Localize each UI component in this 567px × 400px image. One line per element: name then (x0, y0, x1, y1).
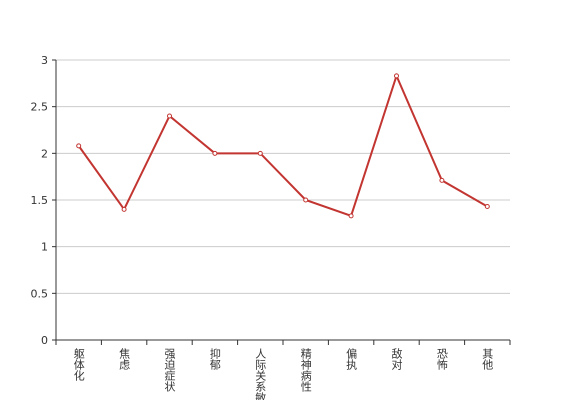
x-tick-label: 偏执 (345, 347, 358, 371)
x-tick-label: 敌对 (390, 347, 403, 370)
y-tick-label: 1 (41, 241, 48, 254)
point (348, 213, 354, 219)
point (484, 204, 490, 210)
x-tick-label: 人际关系敏感 (254, 348, 267, 400)
point (121, 206, 127, 212)
x-tick-label: 其他 (481, 348, 494, 370)
point (394, 73, 399, 79)
point (439, 177, 445, 183)
x-tick-label: 强迫症状 (163, 348, 176, 392)
x-tick-label: 恐怖 (435, 348, 448, 370)
point (303, 197, 309, 203)
x-tick-label: 躯体化 (72, 348, 85, 382)
point (212, 150, 218, 156)
x-tick-label: 焦虑 (118, 348, 131, 370)
y-tick-label: 2.5 (31, 101, 49, 114)
y-tick-label: 0.5 (31, 287, 49, 300)
x-tick-label: 精神病性 (299, 348, 312, 393)
y-tick-label: 0 (41, 334, 48, 347)
point (167, 113, 172, 119)
y-tick-label: 2 (41, 147, 48, 160)
y-tick-label: 1.5 (31, 194, 49, 207)
point (76, 143, 82, 149)
point (257, 150, 263, 156)
y-tick-label: 3 (41, 54, 48, 67)
x-tick-label: 抑郁 (208, 347, 221, 370)
series-line (77, 73, 488, 218)
